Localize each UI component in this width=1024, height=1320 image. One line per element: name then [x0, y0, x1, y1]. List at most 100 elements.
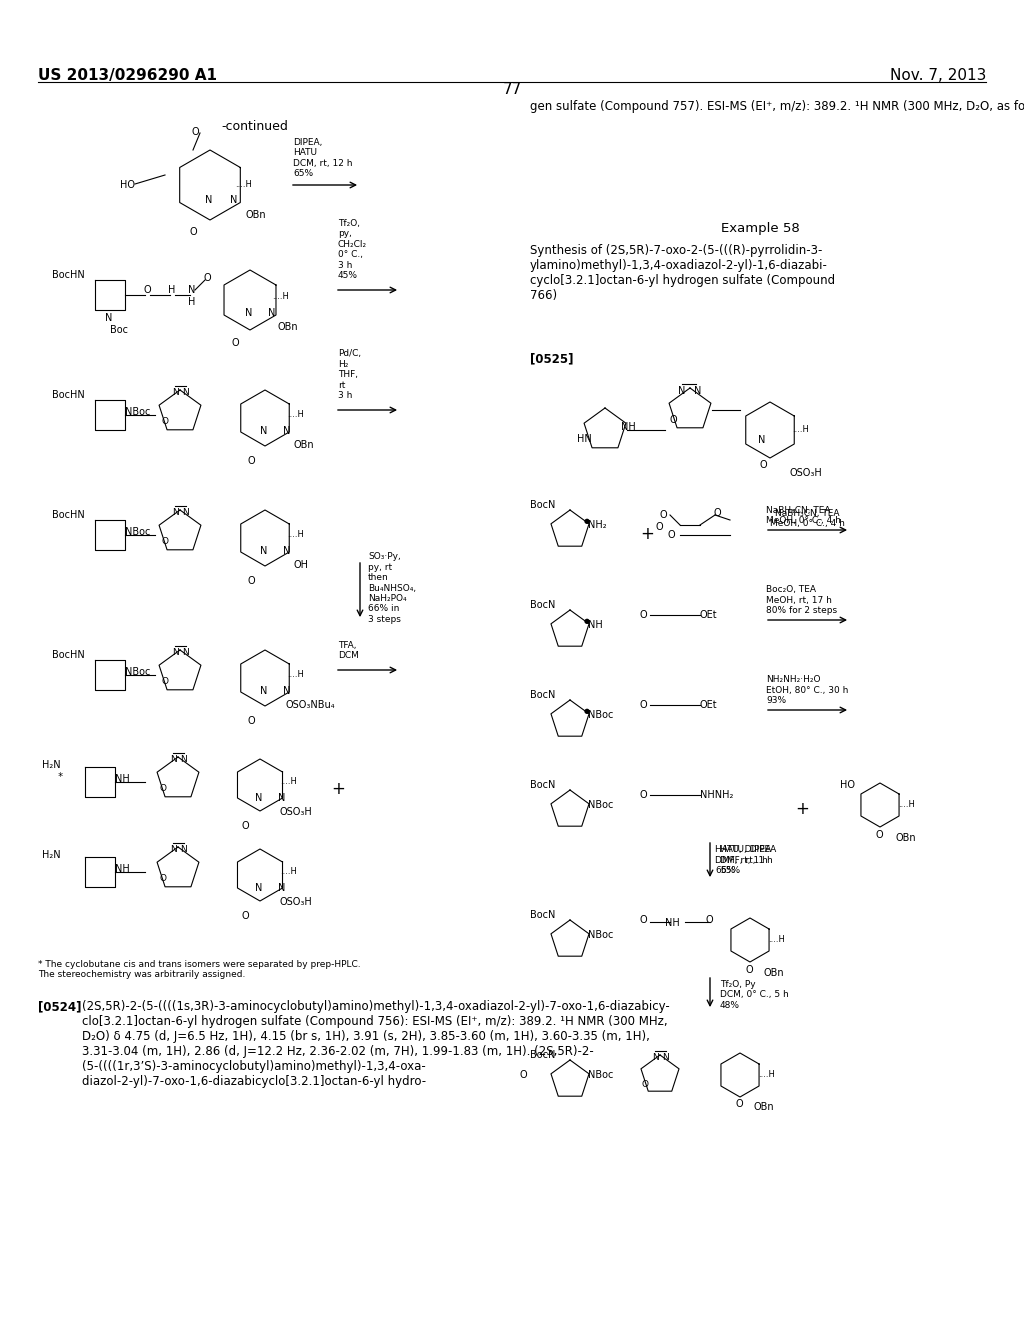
Text: N: N	[245, 308, 252, 318]
Text: Boc: Boc	[110, 325, 128, 335]
Text: SO₃·Py,
py, rt
then
Bu₄NHSO₄,
NaH₂PO₄
66% in
3 steps: SO₃·Py, py, rt then Bu₄NHSO₄, NaH₂PO₄ 66…	[368, 552, 416, 624]
Text: * The cyclobutane cis and trans isomers were separated by prep-HPLC.
The stereoc: * The cyclobutane cis and trans isomers …	[38, 960, 360, 979]
Text: O: O	[670, 414, 678, 425]
Text: N: N	[170, 755, 177, 764]
Text: O: O	[203, 273, 211, 282]
Text: H₂N: H₂N	[42, 850, 60, 861]
Text: NBoc: NBoc	[125, 667, 151, 677]
Text: O: O	[190, 227, 198, 238]
Text: N: N	[180, 755, 186, 764]
Text: N: N	[188, 285, 196, 294]
Text: O: O	[242, 821, 250, 832]
Text: O: O	[247, 576, 255, 586]
Text: O: O	[640, 915, 647, 925]
Text: N: N	[255, 793, 262, 803]
Text: ....H: ....H	[287, 531, 304, 539]
Text: NBoc: NBoc	[588, 1071, 613, 1080]
Text: Boc₂O, TEA
MeOH, rt, 17 h
80% for 2 steps: Boc₂O, TEA MeOH, rt, 17 h 80% for 2 step…	[766, 585, 838, 615]
Text: gen sulfate (Compound 757). ESI-MS (EI⁺, m/z): 389.2. ¹H NMR (300 MHz, D₂O, as f: gen sulfate (Compound 757). ESI-MS (EI⁺,…	[530, 100, 1024, 114]
Text: HATU, DIPEA
DMF, rt, 1 h
65%: HATU, DIPEA DMF, rt, 1 h 65%	[720, 845, 776, 875]
Text: O: O	[714, 508, 722, 517]
Text: BocN: BocN	[530, 909, 555, 920]
Text: Nov. 7, 2013: Nov. 7, 2013	[890, 69, 986, 83]
Text: O: O	[660, 510, 668, 520]
Text: N: N	[662, 1053, 669, 1063]
Text: OSO₃H: OSO₃H	[280, 807, 312, 817]
Text: NH: NH	[665, 917, 680, 928]
Text: O: O	[162, 417, 169, 426]
Text: N: N	[255, 883, 262, 894]
Text: O: O	[640, 610, 647, 620]
Text: BocN: BocN	[530, 500, 555, 510]
Text: NBoc: NBoc	[588, 931, 613, 940]
Text: NHNH₂: NHNH₂	[700, 789, 733, 800]
Text: NBoc: NBoc	[588, 710, 613, 719]
Text: (2S,5R)-2-(5-((((1s,3R)-3-aminocyclobutyl)amino)methyl)-1,3,4-oxadiazol-2-yl)-7-: (2S,5R)-2-(5-((((1s,3R)-3-aminocyclobuty…	[82, 1001, 670, 1088]
Text: +: +	[331, 780, 345, 799]
Text: NaBH₃CN, TEA
MeOH, 0° C., 4 h: NaBH₃CN, TEA MeOH, 0° C., 4 h	[770, 508, 845, 528]
Text: OSO₃H: OSO₃H	[790, 469, 822, 478]
Text: ....H: ....H	[287, 671, 304, 678]
Text: HO: HO	[840, 780, 855, 789]
Text: BocHN: BocHN	[52, 510, 85, 520]
Text: O: O	[242, 911, 250, 921]
Text: [0524]: [0524]	[38, 1001, 82, 1012]
Text: O: O	[656, 521, 664, 532]
Text: OBn: OBn	[754, 1102, 774, 1111]
Text: N: N	[182, 388, 188, 397]
Text: ....H: ....H	[898, 800, 914, 809]
Text: BocN: BocN	[530, 690, 555, 700]
Text: ....H: ....H	[768, 935, 784, 944]
Text: O: O	[642, 1080, 649, 1089]
Text: O: O	[640, 789, 647, 800]
Text: OEt: OEt	[700, 610, 718, 620]
Text: O: O	[232, 338, 240, 348]
Text: O: O	[874, 830, 883, 840]
Text: N: N	[170, 845, 177, 854]
Text: O: O	[247, 715, 255, 726]
Text: Tf₂O, Py
DCM, 0° C., 5 h
48%: Tf₂O, Py DCM, 0° C., 5 h 48%	[720, 979, 788, 1010]
Text: H: H	[188, 297, 196, 308]
Text: O: O	[143, 285, 151, 294]
Text: 77: 77	[503, 82, 521, 96]
Text: N: N	[205, 195, 212, 205]
Text: Tf₂O,
py,
CH₂Cl₂
0° C.,
3 h
45%: Tf₂O, py, CH₂Cl₂ 0° C., 3 h 45%	[338, 219, 368, 280]
Text: ....H: ....H	[272, 292, 289, 301]
Text: O: O	[705, 915, 713, 925]
Text: HATU, DIPEA
DMF, rt, 1 h
65%: HATU, DIPEA DMF, rt, 1 h 65%	[715, 845, 771, 875]
Text: OEt: OEt	[700, 700, 718, 710]
Text: BocHN: BocHN	[52, 649, 85, 660]
Text: ....H: ....H	[287, 411, 304, 418]
Text: ....H: ....H	[792, 425, 809, 434]
Text: N: N	[283, 426, 291, 436]
Text: BocHN: BocHN	[52, 389, 85, 400]
Text: N: N	[283, 686, 291, 696]
Text: N: N	[268, 308, 275, 318]
Text: NBoc: NBoc	[588, 800, 613, 810]
Text: OBn: OBn	[293, 440, 313, 450]
Text: N: N	[758, 436, 765, 445]
Text: +: +	[640, 525, 654, 543]
Text: BocN: BocN	[530, 1049, 555, 1060]
Text: US 2013/0296290 A1: US 2013/0296290 A1	[38, 69, 217, 83]
Text: H: H	[168, 285, 175, 294]
Text: Example 58: Example 58	[721, 222, 800, 235]
Text: NH: NH	[588, 620, 603, 630]
Text: O: O	[668, 531, 676, 540]
Text: N: N	[182, 648, 188, 657]
Text: N: N	[172, 648, 179, 657]
Text: N: N	[230, 195, 238, 205]
Text: O: O	[160, 784, 167, 793]
Text: N: N	[105, 313, 113, 323]
Text: HO: HO	[120, 180, 135, 190]
Text: Synthesis of (2S,5R)-7-oxo-2-(5-(((R)-pyrrolidin-3-
ylamino)methyl)-1,3,4-oxadia: Synthesis of (2S,5R)-7-oxo-2-(5-(((R)-py…	[530, 244, 836, 302]
Text: N: N	[283, 546, 291, 556]
Text: O: O	[162, 537, 169, 546]
Text: NBoc: NBoc	[125, 407, 151, 417]
Text: O: O	[160, 874, 167, 883]
Text: OBn: OBn	[895, 833, 915, 843]
Text: ....H: ....H	[758, 1071, 775, 1078]
Text: ●: ●	[584, 618, 590, 624]
Text: N: N	[652, 1053, 658, 1063]
Text: NH: NH	[115, 865, 130, 874]
